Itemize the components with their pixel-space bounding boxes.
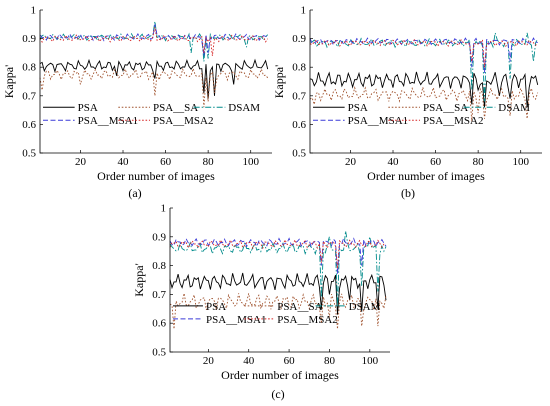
x-tick-label: 60 xyxy=(430,156,442,168)
x-tick-label: 40 xyxy=(118,156,130,168)
x-tick-label: 20 xyxy=(345,156,357,168)
x-tick-label: 60 xyxy=(160,156,172,168)
y-tick-label: 1 xyxy=(31,5,37,17)
series-line xyxy=(169,230,387,306)
y-tick-label: 1 xyxy=(161,203,167,215)
y-tick-label: 0.7 xyxy=(22,90,36,102)
y-tick-label: 0.6 xyxy=(292,119,306,131)
y-tick-label: 0.7 xyxy=(292,90,306,102)
x-axis-label: Order number of images xyxy=(221,368,339,382)
legend-label: DSAM xyxy=(498,102,530,114)
legend-label: PSA__MSA1 xyxy=(78,115,139,127)
legend-label: PSA__MSA1 xyxy=(348,115,409,127)
legend-label: PSA__SA xyxy=(153,102,198,114)
legend-label: PSA__MSA1 xyxy=(206,314,267,326)
legend-label: PSA__SA xyxy=(277,301,322,313)
y-tick-label: 0.5 xyxy=(22,148,36,160)
series-line xyxy=(39,58,269,99)
series-line xyxy=(39,27,269,56)
x-tick-label: 80 xyxy=(473,156,485,168)
series-line xyxy=(169,237,387,275)
legend-label: PSA__SA xyxy=(423,102,468,114)
series-line xyxy=(169,238,387,269)
series-line xyxy=(39,21,269,62)
legend-label: PSA__MSA2 xyxy=(153,115,214,127)
y-tick-label: 0.8 xyxy=(152,260,166,272)
x-tick-label: 20 xyxy=(75,156,87,168)
panel-label: (b) xyxy=(401,186,415,200)
y-tick-label: 0.6 xyxy=(152,318,166,330)
panel-label: (c) xyxy=(271,387,284,401)
legend-label: PSA xyxy=(206,301,226,313)
chart-panel-1: 0.5 0.6 0.7 0.8 0.9 1 20 40 60 80 100 Order number … xyxy=(2,5,272,200)
x-tick-label: 100 xyxy=(512,156,529,168)
y-tick-label: 0.5 xyxy=(292,148,306,160)
chart-panel-2: 0.5 0.6 0.7 0.8 0.9 1 20 40 60 80 100 Order number … xyxy=(272,5,542,200)
series-line xyxy=(169,293,387,330)
y-tick-label: 1 xyxy=(301,5,307,17)
panel-label: (a) xyxy=(128,186,141,200)
y-axis-label: Kappa' xyxy=(2,65,16,98)
series-line xyxy=(309,85,539,122)
y-tick-label: 0.5 xyxy=(152,347,166,359)
x-axis-label: Order number of images xyxy=(367,169,485,183)
y-tick-label: 0.7 xyxy=(152,289,166,301)
series-line xyxy=(169,272,387,315)
x-tick-label: 100 xyxy=(362,355,379,367)
series-line xyxy=(309,71,539,108)
legend-label: PSA__MSA2 xyxy=(277,314,338,326)
legend-label: PSA xyxy=(348,102,368,114)
series-line xyxy=(39,67,269,108)
chart-panel-3: 0.5 0.6 0.7 0.8 0.9 1 20 40 60 80 100 Order number … xyxy=(132,203,390,401)
y-tick-label: 0.8 xyxy=(22,62,36,74)
x-tick-label: 80 xyxy=(203,156,215,168)
y-axis-label: Kappa' xyxy=(132,263,146,296)
series-line xyxy=(309,38,539,68)
y-tick-label: 0.9 xyxy=(292,33,306,45)
legend-label: PSA__MSA2 xyxy=(423,115,484,127)
x-tick-label: 40 xyxy=(388,156,400,168)
x-tick-label: 100 xyxy=(242,156,259,168)
x-tick-label: 20 xyxy=(203,355,215,367)
legend-label: DSAM xyxy=(228,102,260,114)
x-axis-label: Order number of images xyxy=(97,169,215,183)
series-line xyxy=(309,37,538,73)
y-tick-label: 0.9 xyxy=(152,231,166,243)
legend-label: DSAM xyxy=(349,301,381,313)
x-tick-label: 40 xyxy=(243,355,255,367)
legend-label: PSA xyxy=(78,102,98,114)
series-line xyxy=(309,32,539,102)
y-axis-label: Kappa' xyxy=(272,65,286,98)
y-tick-label: 0.6 xyxy=(22,119,36,131)
x-tick-label: 80 xyxy=(324,355,336,367)
x-tick-label: 60 xyxy=(284,355,296,367)
y-tick-label: 0.9 xyxy=(22,33,36,45)
y-tick-label: 0.8 xyxy=(292,62,306,74)
